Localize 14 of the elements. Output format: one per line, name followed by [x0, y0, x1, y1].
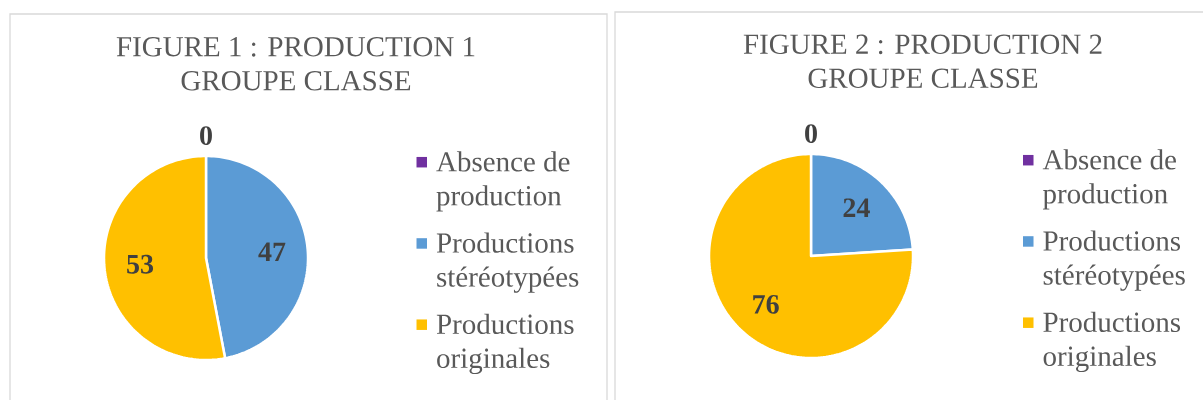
chart-title: FIGURE 2 : PRODUCTION 2 GROUPE CLASSE — [743, 34, 1102, 89]
data-label: 53 — [127, 254, 154, 274]
legend-label: Absence de production — [1042, 149, 1176, 210]
legend-label: Absence de production — [436, 151, 570, 212]
legend-label: Productions originales — [436, 313, 574, 375]
data-label: 76 — [753, 294, 779, 314]
chart-title: FIGURE 1 : PRODUCTION 1 GROUPE CLASSE — [116, 37, 475, 91]
text: 0 — [805, 124, 817, 144]
data-label: 47 — [258, 242, 286, 261]
legend-label: Productions stéréotypées — [436, 232, 579, 293]
data-label: 24 — [843, 198, 870, 217]
legend-label: Productions originales — [1043, 311, 1181, 373]
text: 0 — [200, 126, 212, 146]
legend-label: Productions stéréotypées — [1043, 230, 1185, 291]
